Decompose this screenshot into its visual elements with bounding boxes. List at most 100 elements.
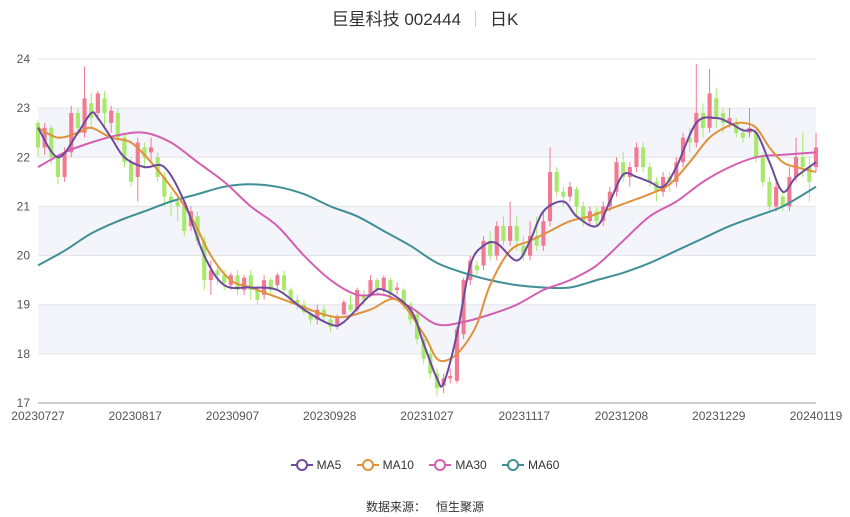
- legend-ma60-label: MA60: [528, 458, 560, 472]
- candle-body: [168, 196, 174, 202]
- candle: [348, 294, 353, 313]
- x-tick-label: 20230727: [11, 409, 65, 423]
- candle-body: [727, 117, 732, 123]
- candle-body: [581, 206, 586, 222]
- candle-body: [627, 167, 632, 177]
- x-tick-label: 20231117: [498, 409, 550, 423]
- x-tick-label: 20231208: [595, 409, 649, 423]
- candle: [468, 255, 473, 286]
- candle-body: [281, 275, 287, 290]
- candle: [89, 93, 94, 128]
- candle: [501, 216, 506, 246]
- legend-ma5[interactable]: MA5: [290, 458, 341, 472]
- y-tick-label: 20: [17, 249, 31, 263]
- candle-body: [714, 98, 719, 118]
- candle: [55, 154, 61, 185]
- candle: [208, 260, 213, 295]
- x-tick-label: 20230817: [109, 409, 163, 423]
- candle: [601, 201, 606, 227]
- x-axis: 20230727 20230817 20230907 20230928 20231027…: [11, 402, 843, 423]
- candle-body: [129, 162, 134, 182]
- candle-body: [647, 167, 652, 182]
- candle-body: [481, 240, 486, 266]
- data-source: 数据来源： 恒生聚源: [0, 498, 850, 515]
- candle-body: [55, 157, 61, 177]
- candle: [547, 147, 553, 227]
- candle-body: [95, 93, 100, 114]
- stock-name: 巨星科技 002444: [331, 10, 462, 29]
- candle-body: [574, 189, 579, 207]
- candle: [414, 309, 420, 345]
- ma30-marker-icon: [429, 459, 452, 471]
- candle: [641, 142, 646, 173]
- candle-body: [89, 103, 94, 118]
- candle-body: [355, 289, 360, 310]
- legend-ma10[interactable]: MA10: [356, 458, 414, 472]
- candle: [694, 63, 699, 148]
- ma5-marker-icon: [290, 459, 313, 471]
- candle-body: [614, 162, 619, 192]
- candle: [508, 201, 513, 246]
- candle: [308, 309, 313, 325]
- candle-body: [740, 132, 745, 138]
- candle: [235, 270, 240, 295]
- candle-body: [607, 191, 612, 207]
- candle-body: [787, 176, 792, 207]
- candle-body: [700, 113, 706, 128]
- candle-body: [135, 142, 140, 177]
- candle: [82, 66, 87, 138]
- candle: [115, 108, 120, 143]
- candle-body: [707, 93, 712, 128]
- candle: [461, 277, 466, 340]
- background-bands: [38, 108, 816, 354]
- legend-ma30-label: MA30: [455, 458, 487, 472]
- candle-body: [395, 287, 400, 290]
- candle: [395, 282, 400, 295]
- candle: [687, 127, 692, 153]
- candle: [248, 270, 253, 300]
- candle: [561, 186, 566, 207]
- line-ma10: [37, 121, 817, 363]
- y-tick-label: 19: [17, 298, 31, 312]
- candle-body: [401, 289, 406, 305]
- candle-body: [215, 270, 220, 276]
- candle-body: [567, 186, 573, 197]
- candle-body: [813, 147, 819, 168]
- candle-body: [142, 147, 147, 158]
- y-axis: 17 18 19 20 21 22 23 24: [17, 52, 31, 410]
- grid-lines: [38, 58, 816, 404]
- moving-average-lines: [37, 111, 817, 388]
- period-label[interactable]: 日K: [490, 10, 519, 29]
- candle: [268, 277, 273, 295]
- candle-body: [222, 275, 227, 283]
- candle-body: [474, 265, 479, 271]
- candle: [654, 176, 659, 202]
- candle: [215, 265, 220, 286]
- source-label: 数据来源：: [365, 500, 426, 514]
- candle: [780, 191, 785, 212]
- candle-body: [687, 137, 692, 143]
- candle: [75, 108, 80, 136]
- candle: [328, 314, 333, 332]
- candle-body: [561, 191, 566, 197]
- candle: [807, 157, 812, 202]
- candle-body: [109, 110, 114, 123]
- candle-body: [508, 226, 513, 241]
- legend-ma60[interactable]: MA60: [502, 458, 559, 472]
- candle-body: [528, 235, 533, 256]
- candle: [109, 105, 114, 133]
- grid-band: [38, 304, 816, 354]
- candle-body: [767, 181, 772, 207]
- candle: [481, 235, 486, 271]
- candle: [554, 167, 559, 197]
- candle: [275, 272, 280, 290]
- candle: [660, 172, 666, 197]
- candle-body: [328, 319, 333, 327]
- candle: [700, 103, 706, 138]
- candle: [175, 196, 180, 222]
- candle-body: [248, 275, 253, 290]
- candle: [448, 368, 453, 384]
- candle-body: [288, 289, 293, 300]
- candle-body: [308, 314, 313, 320]
- legend-ma30[interactable]: MA30: [429, 458, 487, 472]
